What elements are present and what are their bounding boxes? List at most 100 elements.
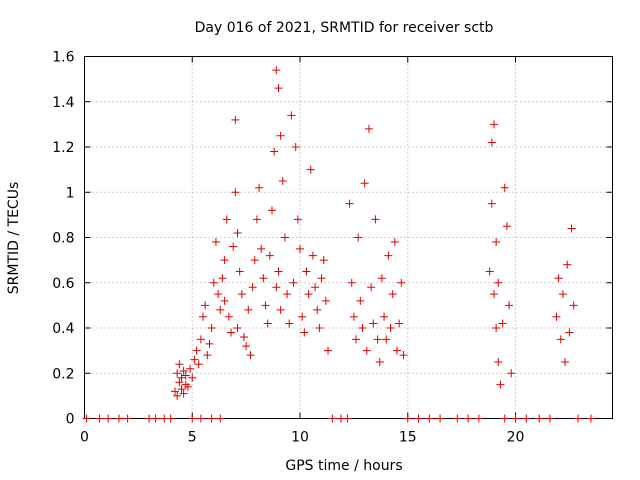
data-point xyxy=(285,319,294,328)
data-point xyxy=(248,283,257,292)
data-point xyxy=(244,305,253,314)
data-point xyxy=(306,165,315,174)
data-point xyxy=(82,414,91,423)
data-point xyxy=(453,414,462,423)
data-point xyxy=(561,357,570,366)
chart-title: Day 016 of 2021, SRMTID for receiver sct… xyxy=(195,20,494,36)
data-point xyxy=(274,84,283,93)
data-point xyxy=(390,238,399,247)
data-point xyxy=(177,373,186,382)
data-point xyxy=(265,251,274,260)
data-point xyxy=(502,222,511,231)
y-tick-label: 0 xyxy=(66,412,75,428)
data-point xyxy=(371,215,380,224)
data-point xyxy=(233,324,242,332)
data-point xyxy=(403,414,412,423)
data-point xyxy=(563,260,572,269)
data-point xyxy=(274,267,283,276)
data-point xyxy=(380,312,389,321)
data-point xyxy=(261,301,270,310)
data-point xyxy=(201,301,210,310)
data-point xyxy=(173,391,182,400)
data-point xyxy=(194,360,203,369)
data-point xyxy=(173,369,182,378)
data-point xyxy=(259,274,268,283)
data-point xyxy=(298,312,307,321)
data-point xyxy=(216,305,225,314)
data-point xyxy=(104,414,113,423)
y-tick-label: 0.4 xyxy=(52,321,74,337)
data-point xyxy=(313,305,322,314)
data-point xyxy=(205,339,214,348)
data-point xyxy=(231,188,240,197)
data-point xyxy=(360,179,369,188)
data-point xyxy=(209,278,218,287)
data-point xyxy=(535,414,544,423)
data-point xyxy=(474,414,483,423)
data-point xyxy=(255,183,264,192)
data-point xyxy=(222,215,231,224)
data-point xyxy=(276,305,285,314)
data-point xyxy=(511,414,520,423)
data-point xyxy=(373,335,382,344)
data-point xyxy=(179,389,188,398)
data-point xyxy=(492,324,501,332)
y-tick-label: 0.8 xyxy=(52,231,74,247)
data-point xyxy=(289,278,298,287)
data-point xyxy=(272,66,281,75)
data-point xyxy=(283,290,292,299)
data-point xyxy=(498,319,507,328)
data-point xyxy=(302,267,311,276)
data-point xyxy=(496,380,505,389)
data-point xyxy=(328,414,337,423)
data-point xyxy=(216,414,225,423)
data-point xyxy=(367,283,376,292)
data-point xyxy=(397,278,406,287)
x-tick-label: 20 xyxy=(507,430,525,446)
data-point xyxy=(494,357,503,366)
data-point xyxy=(280,233,289,242)
data-point xyxy=(347,278,356,287)
data-point xyxy=(500,183,509,192)
data-point xyxy=(293,215,302,224)
data-point xyxy=(300,328,309,337)
data-point xyxy=(237,290,246,299)
y-tick-label: 1.6 xyxy=(52,50,74,66)
data-point xyxy=(252,215,261,224)
x-axis-label: GPS time / hours xyxy=(285,458,402,474)
data-point xyxy=(377,274,386,283)
data-point xyxy=(494,278,503,287)
data-point xyxy=(392,346,401,355)
data-point xyxy=(388,290,397,299)
data-point xyxy=(507,369,516,378)
data-point xyxy=(296,244,305,253)
data-point xyxy=(425,414,434,423)
data-point xyxy=(358,324,367,332)
y-tick-label: 1.4 xyxy=(52,95,74,111)
data-point xyxy=(199,312,208,321)
data-point xyxy=(356,296,365,305)
data-point xyxy=(364,124,373,133)
y-tick-label: 0.6 xyxy=(52,276,74,292)
axis-ticks: 0 0.2 0.4 0.6 0.8 1 1.2 1.4 1.6 0 5 10 15 20 xyxy=(52,50,613,446)
data-point xyxy=(349,312,358,321)
data-points xyxy=(82,66,595,423)
data-point xyxy=(235,267,244,276)
data-point xyxy=(278,176,287,185)
data-point xyxy=(500,414,509,423)
data-point xyxy=(196,335,205,344)
data-point xyxy=(276,131,285,140)
data-point xyxy=(343,414,352,423)
data-point xyxy=(250,256,259,265)
x-tick-label: 10 xyxy=(291,430,309,446)
data-point xyxy=(177,385,186,394)
data-point xyxy=(95,414,104,423)
data-point xyxy=(272,283,281,292)
data-point xyxy=(375,357,384,366)
data-point xyxy=(384,251,393,260)
data-point xyxy=(211,238,220,247)
data-point xyxy=(492,238,501,247)
data-point xyxy=(220,256,229,265)
data-point xyxy=(487,138,496,147)
